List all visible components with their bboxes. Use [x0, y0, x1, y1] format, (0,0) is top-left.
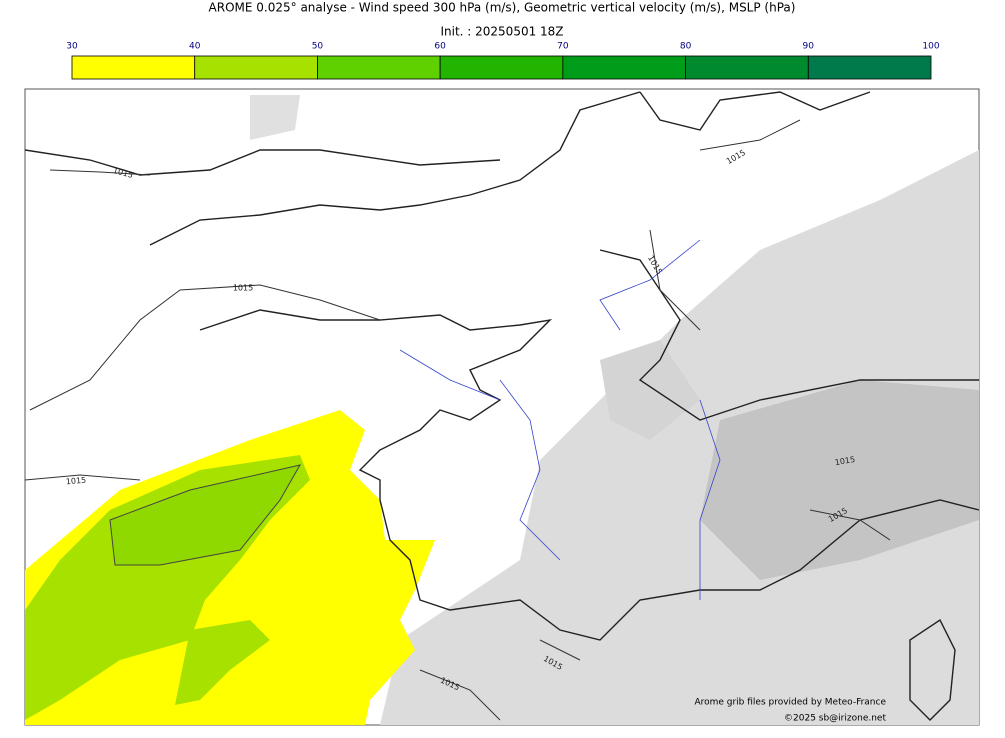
wind-area	[109, 464, 301, 566]
colorbar-tick-label: 50	[312, 42, 324, 52]
isobar-label: 1015	[65, 476, 86, 487]
colorbar-segment	[439, 55, 564, 80]
colorbar-tick-label: 60	[434, 42, 446, 52]
isobar-label: 1015	[233, 284, 253, 293]
credit: Arome grib files provided by Meteo-Franc…	[694, 698, 886, 708]
isobar-label: 1015	[834, 455, 856, 467]
colorbar-tick-label: 80	[680, 42, 692, 52]
vertical-velocity-area	[380, 150, 979, 725]
colorbar-tick-label: 40	[189, 42, 201, 52]
colorbar-segment	[71, 55, 196, 80]
colorbar-tick-label: 70	[557, 42, 569, 52]
vertical-velocity-area	[600, 340, 700, 440]
colorbar-segment	[685, 55, 809, 80]
subtitle: Init. : 20250501 18Z	[440, 25, 563, 39]
colorbar-tick-label: 90	[803, 42, 815, 52]
colorbar-segment	[317, 55, 441, 80]
credit: ©2025 sb@irizone.net	[784, 714, 886, 724]
map	[24, 88, 980, 726]
colorbar-tick-label: 30	[66, 42, 78, 52]
colorbar: 30 40 50 60 70 80 90 100	[66, 42, 940, 80]
vertical-velocity-area	[250, 95, 300, 140]
colorbar-segment	[194, 55, 318, 80]
colorbar-segment	[562, 55, 686, 80]
colorbar-tick-label: 100	[922, 42, 939, 52]
title: AROME 0.025° analyse - Wind speed 300 hP…	[209, 1, 796, 15]
colorbar-segment	[807, 55, 932, 80]
wind-area	[175, 620, 270, 705]
vertical-velocity-area	[700, 380, 979, 580]
